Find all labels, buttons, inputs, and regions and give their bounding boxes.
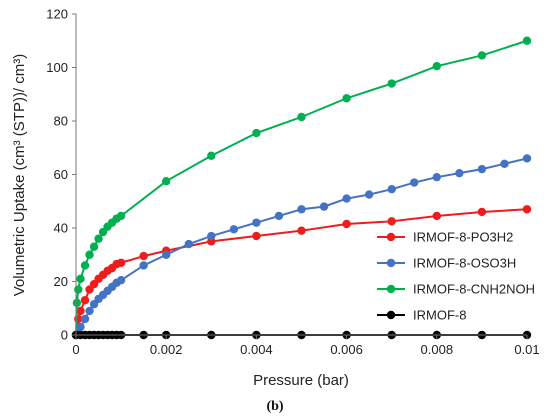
data-point	[500, 159, 509, 168]
data-point	[89, 242, 99, 251]
data-point	[207, 151, 216, 160]
axes: 0 20 40 60 80 100 120 0 0.002 0.004 0.006 0.008 0.01	[46, 7, 539, 358]
legend: IRMOF-8-PO3H2 IRMOF-8-OSO3H IRMOF-8-CNH2NO…	[377, 230, 535, 323]
figure-caption: (b)	[266, 399, 283, 414]
x-tick-label: 0.01	[514, 342, 539, 357]
y-tick-label: 60	[54, 167, 68, 182]
data-point	[387, 185, 396, 194]
data-point	[252, 218, 261, 227]
data-point	[85, 306, 94, 316]
data-point	[274, 211, 284, 221]
legend-label: IRMOF-8-OSO3H	[413, 256, 516, 271]
legend-swatch-marker	[386, 284, 396, 294]
legend-entry: IRMOF-8	[377, 308, 466, 323]
y-axis-title: Volumetric Uptake (cm³ (STP))/ cm³)	[11, 54, 28, 297]
data-point	[207, 231, 216, 241]
data-point	[432, 61, 441, 71]
data-point	[94, 234, 103, 243]
series-irmof-8-cnh2noh	[71, 36, 532, 340]
data-point	[229, 225, 239, 234]
data-point	[74, 285, 83, 294]
x-axis-title: Pressure (bar)	[253, 372, 349, 389]
y-tick-label: 120	[46, 7, 68, 22]
data-point	[477, 207, 487, 217]
x-tick-label: 0.004	[240, 342, 273, 357]
x-tick-label: 0.008	[421, 342, 454, 357]
data-point	[364, 190, 374, 199]
data-point	[162, 176, 171, 186]
legend-swatch-marker	[386, 310, 396, 320]
legend-label: IRMOF-8-PO3H2	[413, 230, 513, 245]
data-point	[455, 168, 464, 178]
data-point	[410, 178, 419, 187]
data-point	[139, 261, 148, 270]
y-tick-label: 0	[61, 328, 68, 343]
data-point	[116, 275, 126, 285]
data-point	[76, 306, 85, 316]
data-point	[76, 322, 85, 332]
data-point	[342, 194, 351, 203]
legend-entry: IRMOF-8-OSO3H	[377, 256, 516, 271]
plot-area	[71, 36, 532, 340]
data-point	[522, 154, 532, 163]
data-point	[477, 51, 487, 60]
data-point	[522, 36, 532, 45]
data-point	[252, 231, 261, 241]
data-point	[319, 202, 329, 211]
x-tick-label: 0	[72, 342, 79, 357]
data-point	[72, 298, 82, 308]
data-point	[477, 164, 487, 174]
data-point	[297, 205, 306, 214]
data-point	[80, 314, 90, 324]
data-point	[139, 251, 148, 261]
data-point	[342, 219, 351, 229]
data-point	[342, 94, 351, 103]
data-point	[522, 205, 532, 214]
data-point	[80, 261, 90, 270]
data-point	[80, 296, 90, 305]
data-point	[297, 226, 306, 235]
legend-entry: IRMOF-8-CNH2NOH	[377, 282, 535, 297]
y-tick-label: 40	[54, 221, 68, 236]
data-point	[252, 128, 261, 138]
legend-label: IRMOF-8-CNH2NOH	[413, 282, 535, 297]
legend-swatch-marker	[386, 232, 396, 242]
data-point	[387, 217, 396, 226]
data-point	[116, 211, 126, 221]
legend-label: IRMOF-8	[413, 308, 466, 323]
data-point	[85, 250, 94, 259]
y-tick-label: 100	[46, 60, 68, 75]
data-point	[387, 79, 396, 88]
x-tick-label: 0.006	[330, 342, 363, 357]
legend-swatch-marker	[386, 258, 396, 268]
legend-entry: IRMOF-8-PO3H2	[377, 230, 513, 245]
data-point	[432, 211, 441, 221]
y-tick-label: 20	[54, 274, 68, 289]
y-tick-label: 80	[54, 114, 68, 129]
data-point	[432, 172, 441, 182]
data-point	[184, 239, 193, 249]
x-tick-label: 0.002	[150, 342, 183, 357]
data-point	[297, 112, 306, 122]
data-point	[76, 274, 85, 284]
data-point	[116, 258, 126, 267]
data-point	[162, 250, 171, 259]
